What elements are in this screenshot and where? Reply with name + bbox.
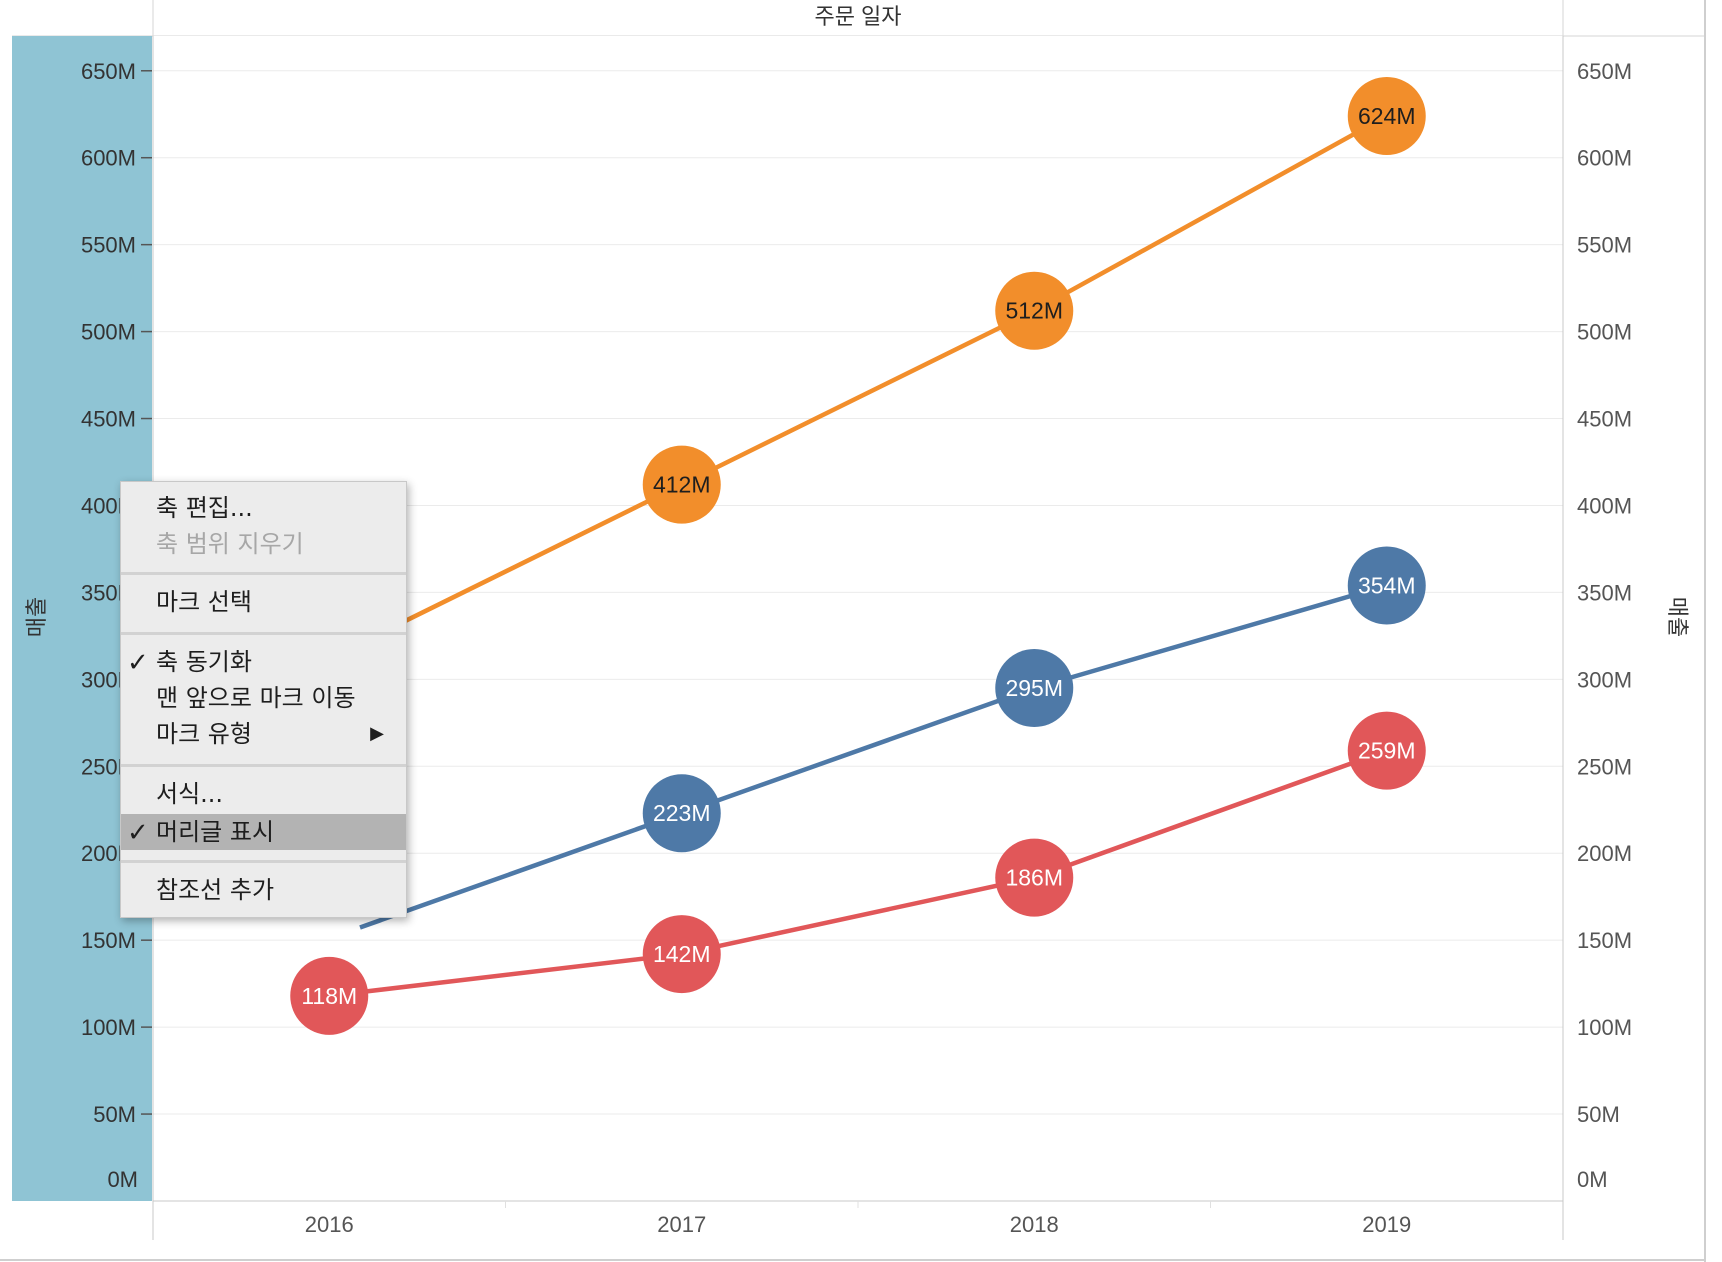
submenu-arrow-icon: ▶ <box>370 723 384 744</box>
menu-separator <box>121 860 406 863</box>
menu-item-label: 참조선 추가 <box>156 876 275 904</box>
y-tick-label: 0M <box>107 1167 138 1192</box>
series-line <box>359 114 1388 646</box>
menu-item-label: 축 범위 지우기 <box>156 530 304 558</box>
data-point[interactable] <box>1347 711 1426 790</box>
y-tick-label: 100M <box>81 1015 136 1040</box>
y2-tick-label: 600M <box>1577 146 1632 171</box>
data-point[interactable] <box>642 445 721 524</box>
right-axis-title: 매출 <box>1665 597 1690 637</box>
y-tick-label: 600M <box>81 146 136 171</box>
data-point[interactable] <box>290 956 369 1035</box>
data-point[interactable] <box>995 649 1074 728</box>
y2-tick-label: 0M <box>1577 1167 1608 1192</box>
menu-item-move-marks-to-front[interactable]: 맨 앞으로 마크 이동 <box>121 680 406 716</box>
x-tick-label: 2016 <box>305 1212 354 1237</box>
menu-item-select-marks[interactable]: 마크 선택 <box>121 584 406 620</box>
y2-tick-label: 550M <box>1577 233 1632 258</box>
menu-item-edit-axis[interactable]: 축 편집... <box>121 490 406 526</box>
series-line <box>359 583 1388 930</box>
y-tick-label: 650M <box>81 59 136 84</box>
y2-tick-label: 300M <box>1577 667 1632 692</box>
y-tick-label: 150M <box>81 928 136 953</box>
y2-tick-label: 400M <box>1577 493 1632 518</box>
data-label: 186M <box>1005 865 1063 891</box>
data-point[interactable] <box>1347 546 1426 625</box>
data-label: 223M <box>653 800 711 826</box>
y2-tick-label: 250M <box>1577 754 1632 779</box>
menu-item-add-reference-line[interactable]: 참조선 추가 <box>121 872 406 908</box>
y-tick-label: 550M <box>81 233 136 258</box>
data-point[interactable] <box>1347 76 1426 155</box>
series-group: 118M 142M 186M 259M <box>290 711 1426 1035</box>
data-label: 412M <box>653 472 711 498</box>
y2-tick-label: 650M <box>1577 59 1632 84</box>
data-label: 142M <box>653 941 711 967</box>
x-tick-label: 2017 <box>657 1212 706 1237</box>
column-header-title[interactable]: 주문 일자 <box>814 4 901 29</box>
series-group: 412M 512M 624M <box>359 76 1426 646</box>
data-label: 295M <box>1005 675 1063 701</box>
x-tick-label: 2018 <box>1010 1212 1059 1237</box>
y2-tick-label: 150M <box>1577 928 1632 953</box>
data-label: 512M <box>1005 298 1063 324</box>
series-layer: 412M 512M 624M 223M 295M 354M 118M 142M 186M 259M <box>290 76 1426 1035</box>
y-tick-label: 500M <box>81 320 136 345</box>
menu-separator <box>121 632 406 635</box>
y-tick-label: 450M <box>81 407 136 432</box>
axis-context-menu: 축 편집... 축 범위 지우기 마크 선택 ✓ 축 동기화 맨 앞으로 마크 … <box>120 481 407 918</box>
data-label: 624M <box>1358 103 1416 129</box>
menu-item-format[interactable]: 서식... <box>121 776 406 812</box>
y2-tick-label: 100M <box>1577 1015 1632 1040</box>
data-label: 118M <box>301 983 357 1009</box>
right-axis-ticks: 0M 50M 100M 150M 200M 250M 300M 350M 400M 450M 500… <box>1577 59 1632 1192</box>
menu-item-label: 머리글 표시 <box>156 818 275 846</box>
checkmark-icon: ✓ <box>127 648 149 678</box>
data-point[interactable] <box>995 271 1074 350</box>
menu-separator <box>121 572 406 575</box>
menu-item-label: 축 동기화 <box>156 648 252 676</box>
series-line <box>329 748 1388 999</box>
x-axis-ticks: 2016 2017 2018 2019 <box>305 1201 1411 1237</box>
menu-item-mark-type[interactable]: 마크 유형 ▶ <box>121 716 406 752</box>
menu-item-label: 서식... <box>156 780 224 808</box>
menu-separator <box>121 764 406 767</box>
data-point[interactable] <box>642 915 721 994</box>
y2-tick-label: 350M <box>1577 580 1632 605</box>
left-axis-title: 매출 <box>24 597 49 637</box>
menu-item-clear-axis-range: 축 범위 지우기 <box>121 526 406 562</box>
data-label: 259M <box>1358 738 1416 764</box>
menu-item-label: 마크 유형 <box>156 720 252 748</box>
series-group: 223M 295M 354M <box>359 546 1426 930</box>
y-tick-label: 50M <box>93 1102 136 1127</box>
menu-item-label: 마크 선택 <box>156 588 252 616</box>
data-point[interactable] <box>995 838 1074 917</box>
menu-item-show-header[interactable]: ✓ 머리글 표시 <box>121 814 406 850</box>
data-point[interactable] <box>642 774 721 853</box>
menu-item-label: 맨 앞으로 마크 이동 <box>156 684 356 712</box>
y2-tick-label: 450M <box>1577 407 1632 432</box>
y2-tick-label: 500M <box>1577 320 1632 345</box>
y2-tick-label: 200M <box>1577 841 1632 866</box>
menu-item-label: 축 편집... <box>156 494 253 522</box>
x-tick-label: 2019 <box>1362 1212 1411 1237</box>
menu-item-synchronize-axis[interactable]: ✓ 축 동기화 <box>121 644 406 680</box>
checkmark-icon: ✓ <box>127 818 149 848</box>
data-label: 354M <box>1358 572 1416 598</box>
y2-tick-label: 50M <box>1577 1102 1620 1127</box>
